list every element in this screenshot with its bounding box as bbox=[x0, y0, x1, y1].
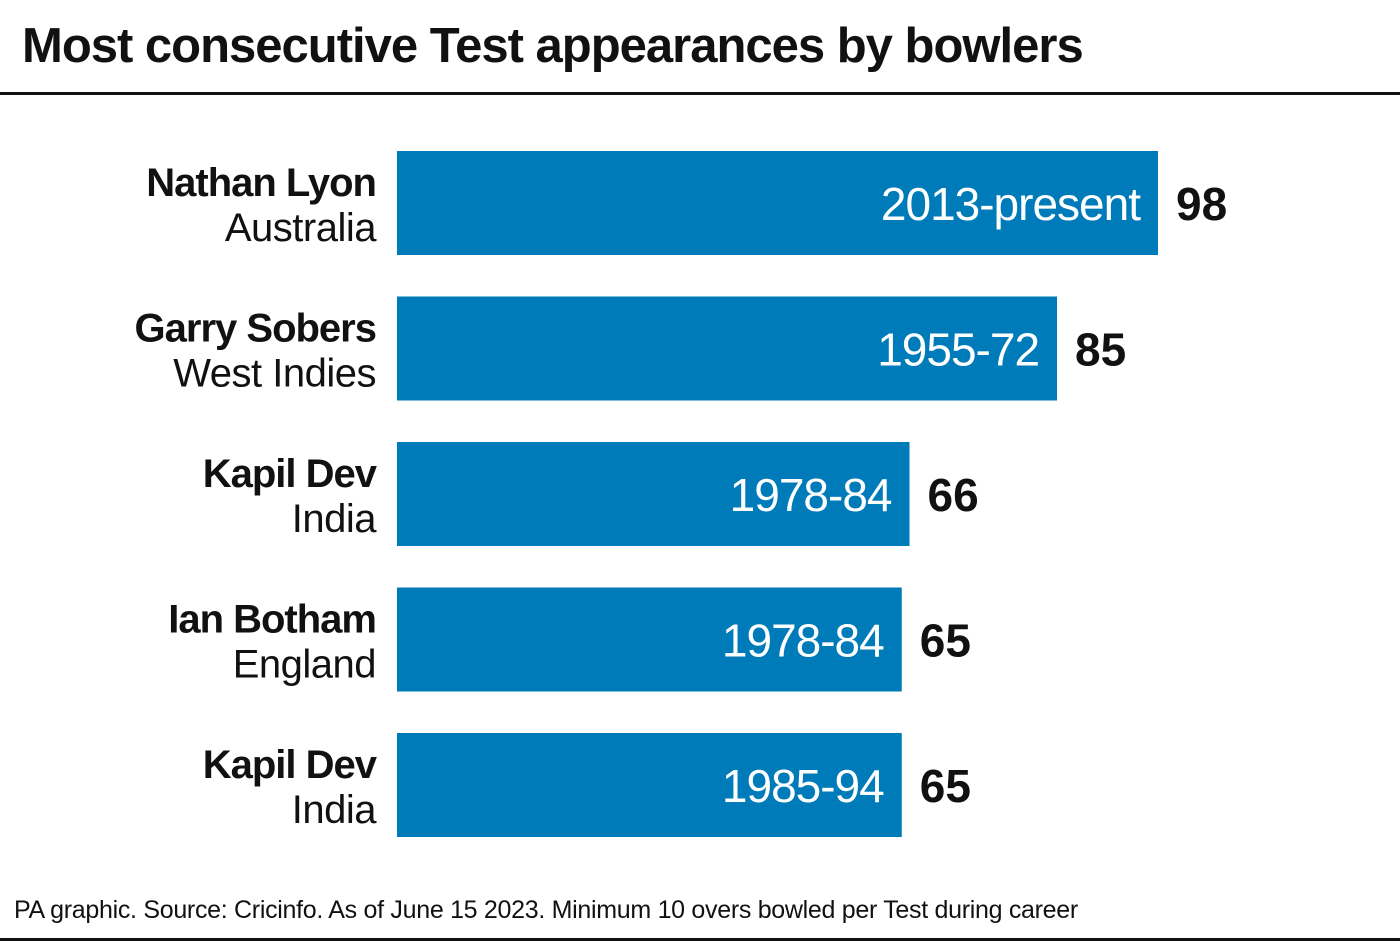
bar-period-label: 1978-84 bbox=[722, 615, 884, 667]
bar-value-label: 65 bbox=[920, 760, 971, 812]
bar-value-label: 66 bbox=[928, 469, 979, 521]
bar-period-label: 2013-present bbox=[881, 178, 1141, 230]
bar-value-label: 98 bbox=[1176, 178, 1227, 230]
bar-period-label: 1985-94 bbox=[722, 760, 884, 812]
player-country-label: India bbox=[292, 497, 377, 541]
bar bbox=[397, 733, 902, 837]
bar bbox=[397, 151, 1158, 255]
player-name-label: Nathan Lyon bbox=[146, 161, 376, 205]
player-country-label: Australia bbox=[225, 206, 377, 250]
player-country-label: India bbox=[292, 788, 377, 832]
player-name-label: Garry Sobers bbox=[135, 307, 376, 351]
player-country-label: West Indies bbox=[173, 352, 376, 396]
player-name-label: Kapil Dev bbox=[203, 452, 378, 496]
bar-value-label: 85 bbox=[1075, 324, 1126, 376]
bar-period-label: 1978-84 bbox=[730, 469, 892, 521]
title-divider bbox=[0, 92, 1400, 95]
bar-period-label: 1955-72 bbox=[877, 324, 1039, 376]
player-name-label: Kapil Dev bbox=[203, 743, 378, 787]
bar-value-label: 65 bbox=[920, 615, 971, 667]
footer-divider bbox=[0, 938, 1400, 941]
player-country-label: England bbox=[233, 643, 376, 687]
bar bbox=[397, 296, 1058, 401]
chart-title: Most consecutive Test appearances by bow… bbox=[22, 19, 1084, 73]
bar bbox=[397, 442, 910, 546]
source-footnote: PA graphic. Source: Cricinfo. As of June… bbox=[14, 896, 1078, 924]
player-name-label: Ian Botham bbox=[168, 598, 376, 642]
bar bbox=[397, 587, 902, 692]
